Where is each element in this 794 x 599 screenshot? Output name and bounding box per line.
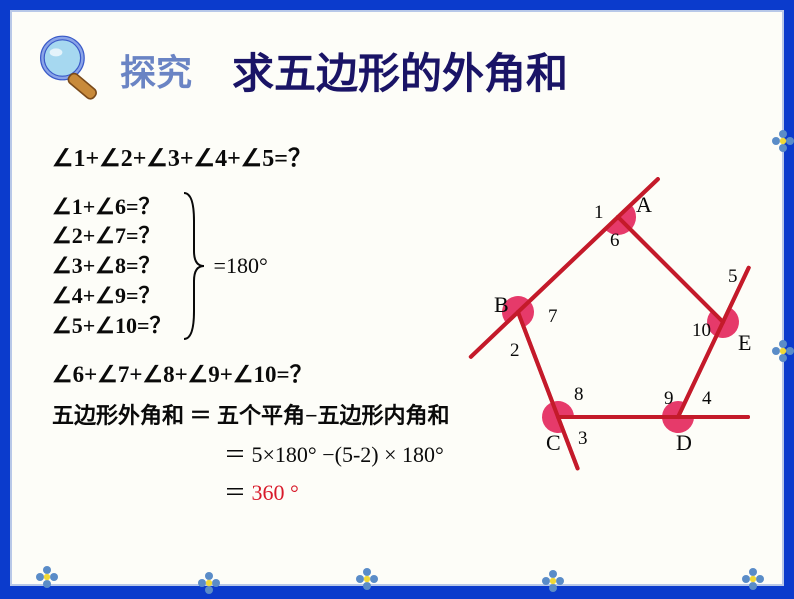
- svg-text:1: 1: [594, 202, 604, 223]
- eq-pair: ∠2+∠7=？: [52, 221, 172, 251]
- result-eq: ＝: [224, 480, 252, 505]
- svg-text:B: B: [494, 292, 509, 317]
- flower-icon: [742, 568, 764, 590]
- svg-text:C: C: [546, 430, 561, 455]
- derivation-label: 五边形外角和 ＝ 五个平角−五边形内角和: [52, 399, 462, 433]
- svg-text:E: E: [738, 330, 751, 355]
- flower-icon: [772, 340, 794, 362]
- svg-text:4: 4: [702, 388, 712, 409]
- flower-icon: [198, 572, 220, 594]
- svg-text:7: 7: [548, 306, 558, 327]
- svg-text:5: 5: [728, 266, 738, 287]
- page-title: 求五边形的外角和: [232, 40, 568, 101]
- eq-pair: ∠3+∠8=？: [52, 251, 172, 281]
- flower-icon: [356, 568, 378, 590]
- svg-text:10: 10: [692, 320, 711, 341]
- interior-sum: ∠6+∠7+∠8+∠9+∠10=？: [52, 355, 462, 389]
- slide-frame: 探究 求五边形的外角和 ∠1+∠2+∠3+∠4+∠5=？ ∠1+∠6=？ ∠2+…: [10, 10, 784, 586]
- magnifier-icon: [32, 30, 112, 110]
- svg-text:D: D: [676, 430, 692, 455]
- svg-text:6: 6: [610, 230, 620, 251]
- eq-pair: ∠1+∠6=？: [52, 192, 172, 222]
- flower-icon: [772, 130, 794, 152]
- eq-pair: ∠5+∠10=？: [52, 311, 172, 341]
- result-answer: 360 °: [252, 480, 299, 505]
- flower-icon: [542, 570, 564, 592]
- svg-text:3: 3: [578, 428, 588, 449]
- content-area: ∠1+∠2+∠3+∠4+∠5=？ ∠1+∠6=？ ∠2+∠7=？ ∠3+∠8=？…: [52, 138, 462, 507]
- svg-text:A: A: [636, 192, 652, 217]
- derivation-calc: ＝ 5×180° −(5-2) × 180°: [224, 437, 462, 469]
- derivation-result: ＝ 360 °: [224, 475, 462, 507]
- flower-icon: [36, 566, 58, 588]
- equation-pairs-list: ∠1+∠6=？ ∠2+∠7=？ ∠3+∠8=？ ∠4+∠9=？ ∠5+∠10=？: [52, 192, 172, 340]
- title-row: 探究 求五边形的外角和: [32, 30, 762, 110]
- equation-pairs-block: ∠1+∠6=？ ∠2+∠7=？ ∠3+∠8=？ ∠4+∠9=？ ∠5+∠10=？…: [52, 191, 462, 341]
- equation-main: ∠1+∠2+∠3+∠4+∠5=？: [52, 138, 462, 173]
- brace-icon: [178, 191, 208, 341]
- pairs-result: =180°: [214, 253, 268, 279]
- badge-text: 探究: [120, 44, 192, 96]
- eq-pair: ∠4+∠9=？: [52, 281, 172, 311]
- pentagon-diagram: A B C D E 1 2 3 4 5 6 7 8 9 10: [458, 172, 768, 482]
- svg-text:9: 9: [664, 388, 674, 409]
- svg-text:2: 2: [510, 340, 520, 361]
- svg-text:8: 8: [574, 384, 584, 405]
- derivation-text: 五边形外角和 ＝ 五个平角−五边形内角和: [52, 403, 450, 428]
